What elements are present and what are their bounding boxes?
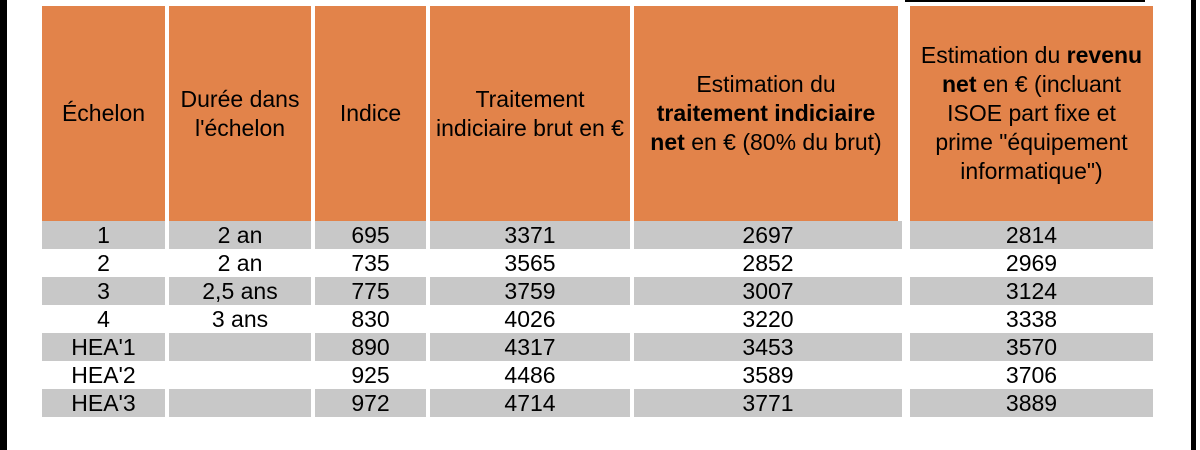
cell-brut: 4026 [430,305,634,333]
header-revenu-suffix: en € (incluant ISOE part fixe et prime "… [935,71,1128,184]
cell-net: 3220 [634,305,902,333]
cell-net: 3007 [634,277,902,305]
column-gap [902,305,910,333]
header-net-suffix: en € (80% du brut) [691,129,882,155]
column-gap [902,389,910,417]
cell-brut: 4317 [430,333,634,361]
cell-brut: 3371 [430,221,634,249]
cell-indice: 890 [315,333,430,361]
cell-echelon: 1 [42,221,169,249]
header-row: Échelon Durée dans l'échelon Indice Trai… [42,6,1153,221]
header-traitement-net: Estimation du traitement indiciaire net … [634,6,902,221]
cell-echelon: 3 [42,277,169,305]
table-row: HEA'2 925 4486 3589 3706 [42,361,1153,389]
cell-revenu: 2814 [910,221,1153,249]
header-revenu-prefix: Estimation du [920,42,1061,68]
cell-revenu: 3338 [910,305,1153,333]
table-row: 3 2,5 ans 775 3759 3007 3124 [42,277,1153,305]
cell-duree: 2 an [169,249,315,277]
header-revenu-net: Estimation du revenu net en € (incluant … [910,6,1153,221]
header-revenu-bold: revenu net [942,42,1143,97]
header-indice: Indice [315,6,430,221]
cell-revenu: 3570 [910,333,1153,361]
cell-revenu: 3706 [910,361,1153,389]
cell-echelon: HEA'1 [42,333,169,361]
cell-brut: 3565 [430,249,634,277]
table-row: HEA'3 972 4714 3771 3889 [42,389,1153,417]
cell-revenu: 2969 [910,249,1153,277]
cell-duree: 2 an [169,221,315,249]
column-gap [902,277,910,305]
column-gap [902,333,910,361]
column-gap [902,221,910,249]
cell-duree: 2,5 ans [169,277,315,305]
cell-brut: 4714 [430,389,634,417]
cell-duree: 3 ans [169,305,315,333]
cell-net: 3589 [634,361,902,389]
header-net-bold: traitement indiciaire net [650,100,876,155]
column-gap [902,249,910,277]
cell-duree [169,389,315,417]
cell-indice: 775 [315,277,430,305]
cell-duree [169,361,315,389]
header-net-prefix: Estimation du [696,71,836,97]
cell-revenu: 3889 [910,389,1153,417]
cell-indice: 830 [315,305,430,333]
cell-echelon: HEA'3 [42,389,169,417]
cell-revenu: 3124 [910,277,1153,305]
cell-net: 3453 [634,333,902,361]
top-rule [905,0,1145,2]
cell-net: 2697 [634,221,902,249]
cell-duree [169,333,315,361]
salary-grid-table: Échelon Durée dans l'échelon Indice Trai… [42,6,1153,417]
cell-indice: 695 [315,221,430,249]
column-gap [902,361,910,389]
cell-net: 2852 [634,249,902,277]
cell-net: 3771 [634,389,902,417]
header-gap [902,6,910,221]
cell-echelon: HEA'2 [42,361,169,389]
page-frame-left [0,0,7,450]
header-echelon: Échelon [42,6,169,221]
cell-echelon: 2 [42,249,169,277]
page-frame-right [1191,0,1196,450]
header-duree: Durée dans l'échelon [169,6,315,221]
cell-indice: 735 [315,249,430,277]
cell-indice: 972 [315,389,430,417]
cell-brut: 3759 [430,277,634,305]
header-traitement-brut: Traitement indiciaire brut en € [430,6,634,221]
cell-brut: 4486 [430,361,634,389]
cell-echelon: 4 [42,305,169,333]
table-row: HEA'1 890 4317 3453 3570 [42,333,1153,361]
cell-indice: 925 [315,361,430,389]
